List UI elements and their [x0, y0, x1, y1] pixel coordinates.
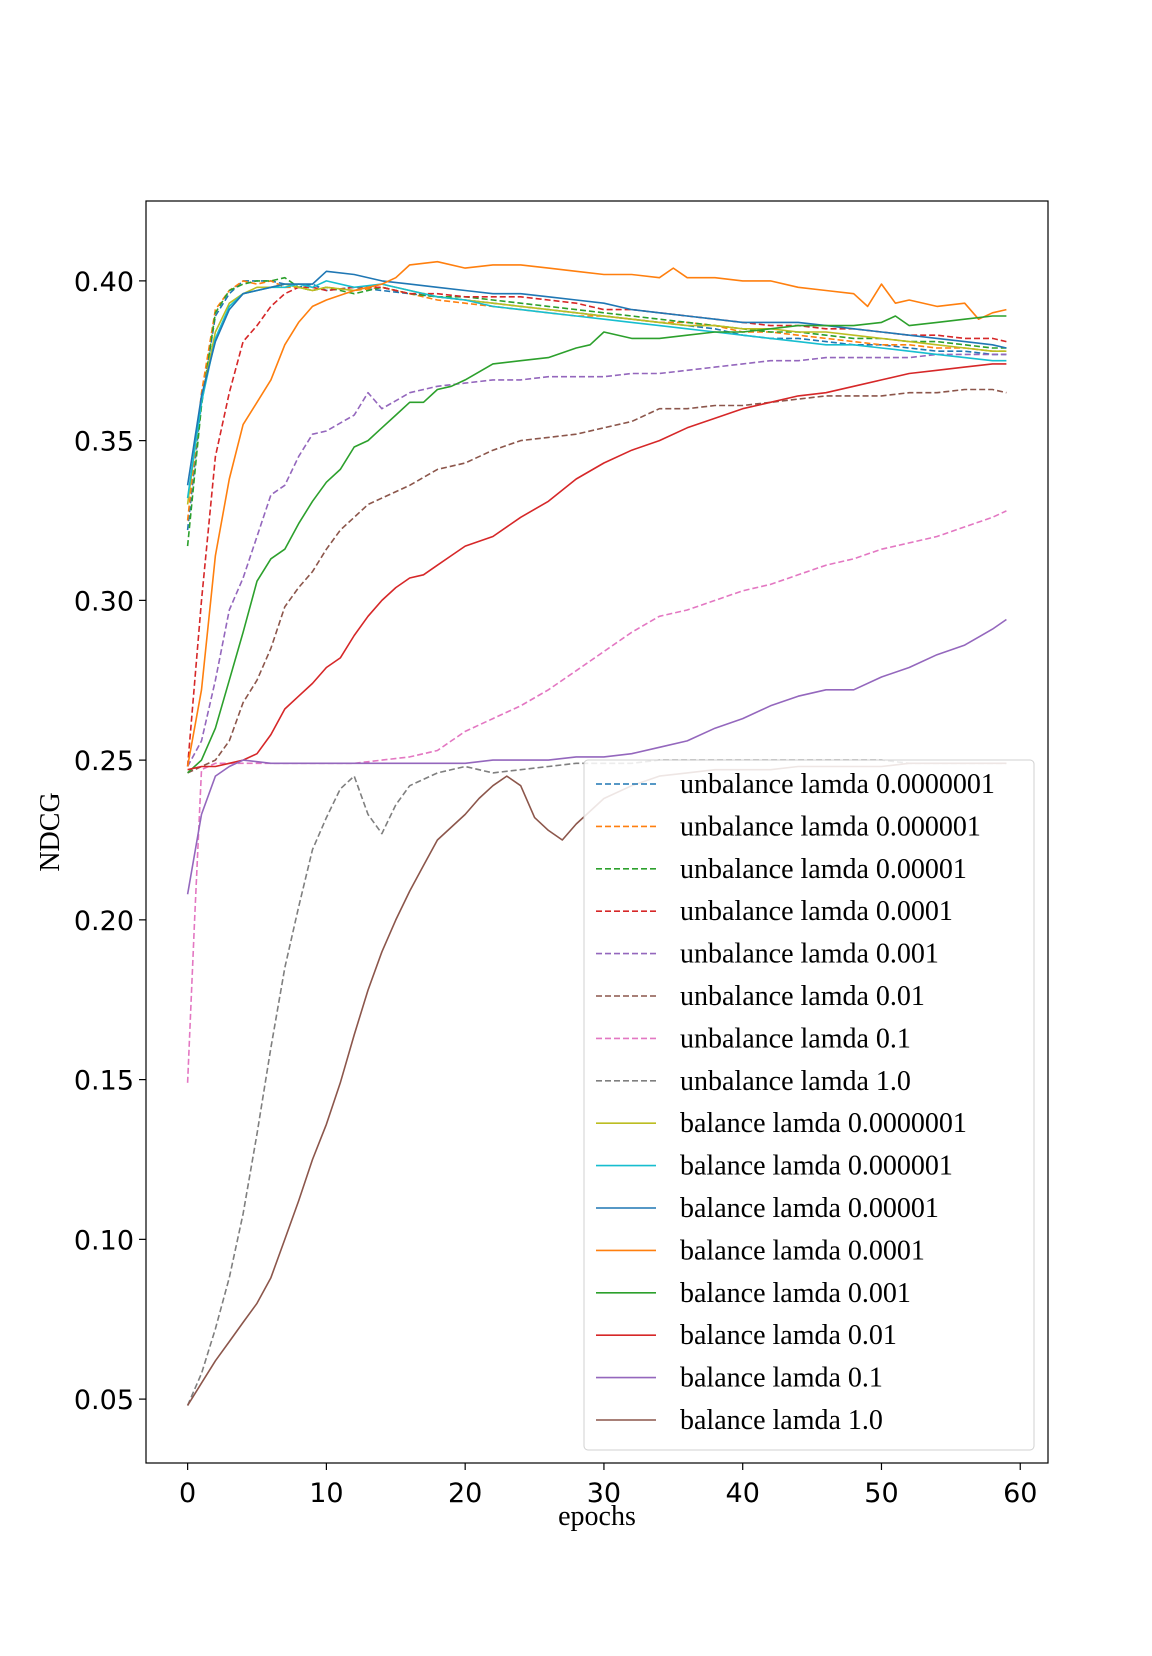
- legend-label: unbalance lamda 0.1: [680, 1023, 911, 1054]
- legend-label: unbalance lamda 0.01: [680, 981, 925, 1012]
- legend-label: unbalance lamda 0.00001: [680, 854, 967, 885]
- y-tick-label: 0.30: [74, 586, 134, 617]
- series-line-15: [186, 618, 1007, 895]
- x-tick-label: 20: [448, 1478, 482, 1509]
- series-line-11: [186, 270, 1007, 486]
- x-tick-label: 10: [309, 1478, 343, 1509]
- y-tick-label: 0.20: [74, 906, 134, 937]
- y-tick-label: 0.25: [74, 746, 134, 777]
- x-axis-label: epochs: [558, 1501, 636, 1532]
- legend-label: balance lamda 0.0001: [680, 1235, 925, 1266]
- y-tick-label: 0.15: [74, 1066, 134, 1097]
- legend-label: unbalance lamda 0.0000001: [680, 769, 995, 800]
- plot-frame: [145, 200, 1049, 1464]
- x-axis-ticks: 0 10 20 30 40 50 60: [179, 1463, 1037, 1509]
- y-tick-label: 0.10: [74, 1225, 134, 1256]
- legend-box: [583, 759, 1035, 1451]
- x-tick-label: 50: [864, 1478, 898, 1509]
- series-line-5: [186, 353, 1007, 767]
- legend-label: balance lamda 0.001: [680, 1278, 911, 1309]
- x-tick-label: 30: [587, 1478, 621, 1509]
- series-line-12: [186, 260, 1007, 767]
- y-tick-label: 0.40: [74, 267, 134, 298]
- legend-label: balance lamda 0.01: [680, 1320, 897, 1351]
- legend-label: balance lamda 0.000001: [680, 1151, 953, 1182]
- x-tick-label: 40: [726, 1478, 760, 1509]
- legend-label: unbalance lamda 0.0001: [680, 896, 953, 927]
- legend-label: balance lamda 0.0000001: [680, 1108, 967, 1139]
- y-tick-label: 0.05: [74, 1385, 134, 1416]
- legend-label: balance lamda 1.0: [680, 1405, 883, 1436]
- series-line-3: [186, 276, 1007, 547]
- series-line-6: [187, 388, 1007, 774]
- legend-label: unbalance lamda 0.000001: [680, 811, 981, 842]
- x-tick-label: 0: [179, 1478, 196, 1509]
- legend-label: unbalance lamda 1.0: [680, 1066, 911, 1097]
- series-line-14: [187, 363, 1007, 771]
- legend-label: balance lamda 0.00001: [680, 1193, 939, 1224]
- y-axis-label: NDCG: [35, 792, 66, 871]
- x-tick-label: 60: [1003, 1478, 1037, 1509]
- legend: unbalance lamda 0.0000001 unbalance lamda…: [583, 759, 1035, 1451]
- y-tick-label: 0.35: [74, 427, 134, 458]
- series-line-13: [187, 315, 1007, 774]
- legend-label: unbalance lamda 0.001: [680, 939, 939, 970]
- legend-label: balance lamda 0.1: [680, 1363, 883, 1394]
- y-axis-ticks: 0.05 0.10 0.15 0.20 0.25 0.30 0.35 0.40: [74, 267, 146, 1416]
